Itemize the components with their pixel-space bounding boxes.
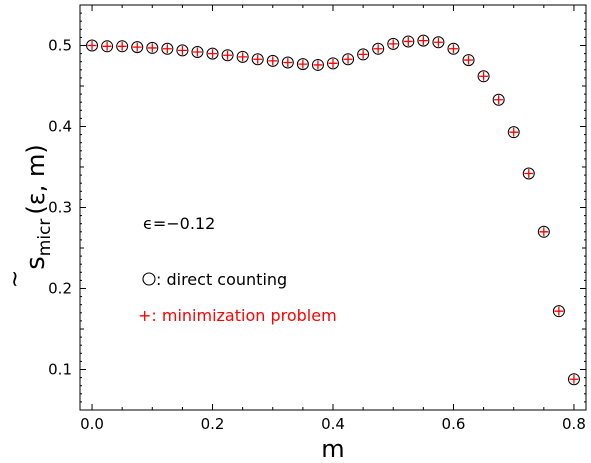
plus-marker — [569, 374, 579, 384]
y-tick-labels: 0.1 0.2 0.3 0.4 0.5 — [48, 37, 72, 379]
plus-marker — [524, 168, 534, 178]
x-tick-label: 0.4 — [321, 415, 345, 433]
circle-marker — [311, 58, 324, 71]
circle-marker — [236, 50, 249, 63]
y-axis-title: smicr (ε, m) ~ — [3, 144, 55, 288]
plus-marker — [268, 56, 278, 66]
circle-marker — [477, 70, 490, 83]
circle-marker — [206, 47, 219, 60]
circle-marker — [447, 42, 460, 55]
circle-marker — [507, 126, 520, 139]
circle-marker — [281, 56, 294, 69]
x-tick-labels: 0.0 0.2 0.4 0.6 0.8 — [80, 415, 586, 433]
legend-circle-icon — [142, 272, 156, 286]
plus-marker — [253, 54, 263, 64]
circle-marker — [176, 44, 189, 57]
plus-marker — [509, 127, 519, 137]
circle-marker — [567, 373, 580, 386]
x-tick-label: 0.0 — [80, 415, 104, 433]
plus-marker — [132, 42, 142, 52]
circle-marker — [462, 54, 475, 67]
y-tick-label: 0.3 — [48, 199, 72, 217]
circle-marker — [221, 49, 234, 62]
plus-marker — [313, 60, 323, 70]
y-axis-title-args: (ε, m) — [22, 144, 50, 214]
plus-marker — [418, 36, 428, 46]
circle-marker — [266, 54, 279, 67]
plus-marker — [479, 71, 489, 81]
circle-marker — [342, 53, 355, 66]
legend-plus-label: +: minimization problem — [138, 306, 337, 325]
plus-marker — [147, 43, 157, 53]
circle-marker — [492, 93, 505, 106]
plus-marker — [177, 45, 187, 55]
plus-marker — [328, 58, 338, 68]
plus-marker — [192, 47, 202, 57]
circle-marker — [522, 167, 535, 180]
plus-marker — [117, 41, 127, 51]
y-tick-label: 0.1 — [48, 361, 72, 379]
data-markers — [86, 34, 580, 386]
plus-marker — [223, 50, 233, 60]
circle-marker — [417, 34, 430, 47]
x-tick-label: 0.8 — [562, 415, 586, 433]
circle-marker — [86, 39, 99, 52]
plus-marker — [358, 49, 368, 59]
circle-marker — [131, 41, 144, 54]
circle-marker — [402, 35, 415, 48]
axis-ticks — [80, 4, 586, 411]
circle-marker — [372, 42, 385, 55]
y-axis-title-subscript: micr — [35, 219, 55, 257]
y-axis-title-base: s — [21, 256, 51, 270]
plus-marker — [283, 58, 293, 68]
circle-marker — [191, 45, 204, 58]
circle-marker — [101, 40, 114, 53]
y-axis-title-tilde: ~ — [3, 270, 28, 288]
circle-marker — [161, 42, 174, 55]
circle-marker — [251, 53, 264, 66]
circle-marker — [552, 305, 565, 318]
epsilon-annotation: ϵ=−0.12 — [143, 214, 215, 233]
circle-marker — [357, 48, 370, 61]
legend-circle-label: : direct counting — [156, 270, 287, 289]
plus-marker — [208, 49, 218, 59]
plus-marker — [433, 37, 443, 47]
circle-marker — [116, 40, 129, 53]
x-tick-label: 0.6 — [442, 415, 466, 433]
y-tick-label: 0.2 — [48, 280, 72, 298]
plus-marker — [238, 52, 248, 62]
plus-marker — [102, 41, 112, 51]
plus-marker — [464, 55, 474, 65]
x-axis-title: m — [321, 435, 344, 463]
circle-marker — [432, 36, 445, 49]
y-tick-label: 0.4 — [48, 118, 72, 136]
circle-marker — [146, 41, 159, 54]
plus-marker — [554, 306, 564, 316]
plus-marker — [373, 44, 383, 54]
svg-text:smicr(ε, m): smicr (ε, m) — [21, 144, 55, 270]
circle-marker — [537, 225, 550, 238]
x-tick-label: 0.2 — [201, 415, 225, 433]
y-tick-label: 0.5 — [48, 37, 72, 55]
circle-marker — [296, 58, 309, 71]
plus-marker — [298, 59, 308, 69]
plus-marker — [388, 39, 398, 49]
plus-marker — [494, 95, 504, 105]
plus-marker — [343, 54, 353, 64]
plus-marker — [87, 41, 97, 50]
plus-marker — [448, 44, 458, 54]
circle-marker — [327, 57, 339, 70]
plus-marker — [539, 227, 549, 237]
plus-marker — [403, 36, 413, 46]
circle-marker — [387, 37, 400, 50]
plus-marker — [162, 44, 172, 54]
